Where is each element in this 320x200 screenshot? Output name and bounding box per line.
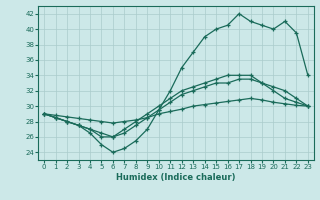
X-axis label: Humidex (Indice chaleur): Humidex (Indice chaleur): [116, 173, 236, 182]
